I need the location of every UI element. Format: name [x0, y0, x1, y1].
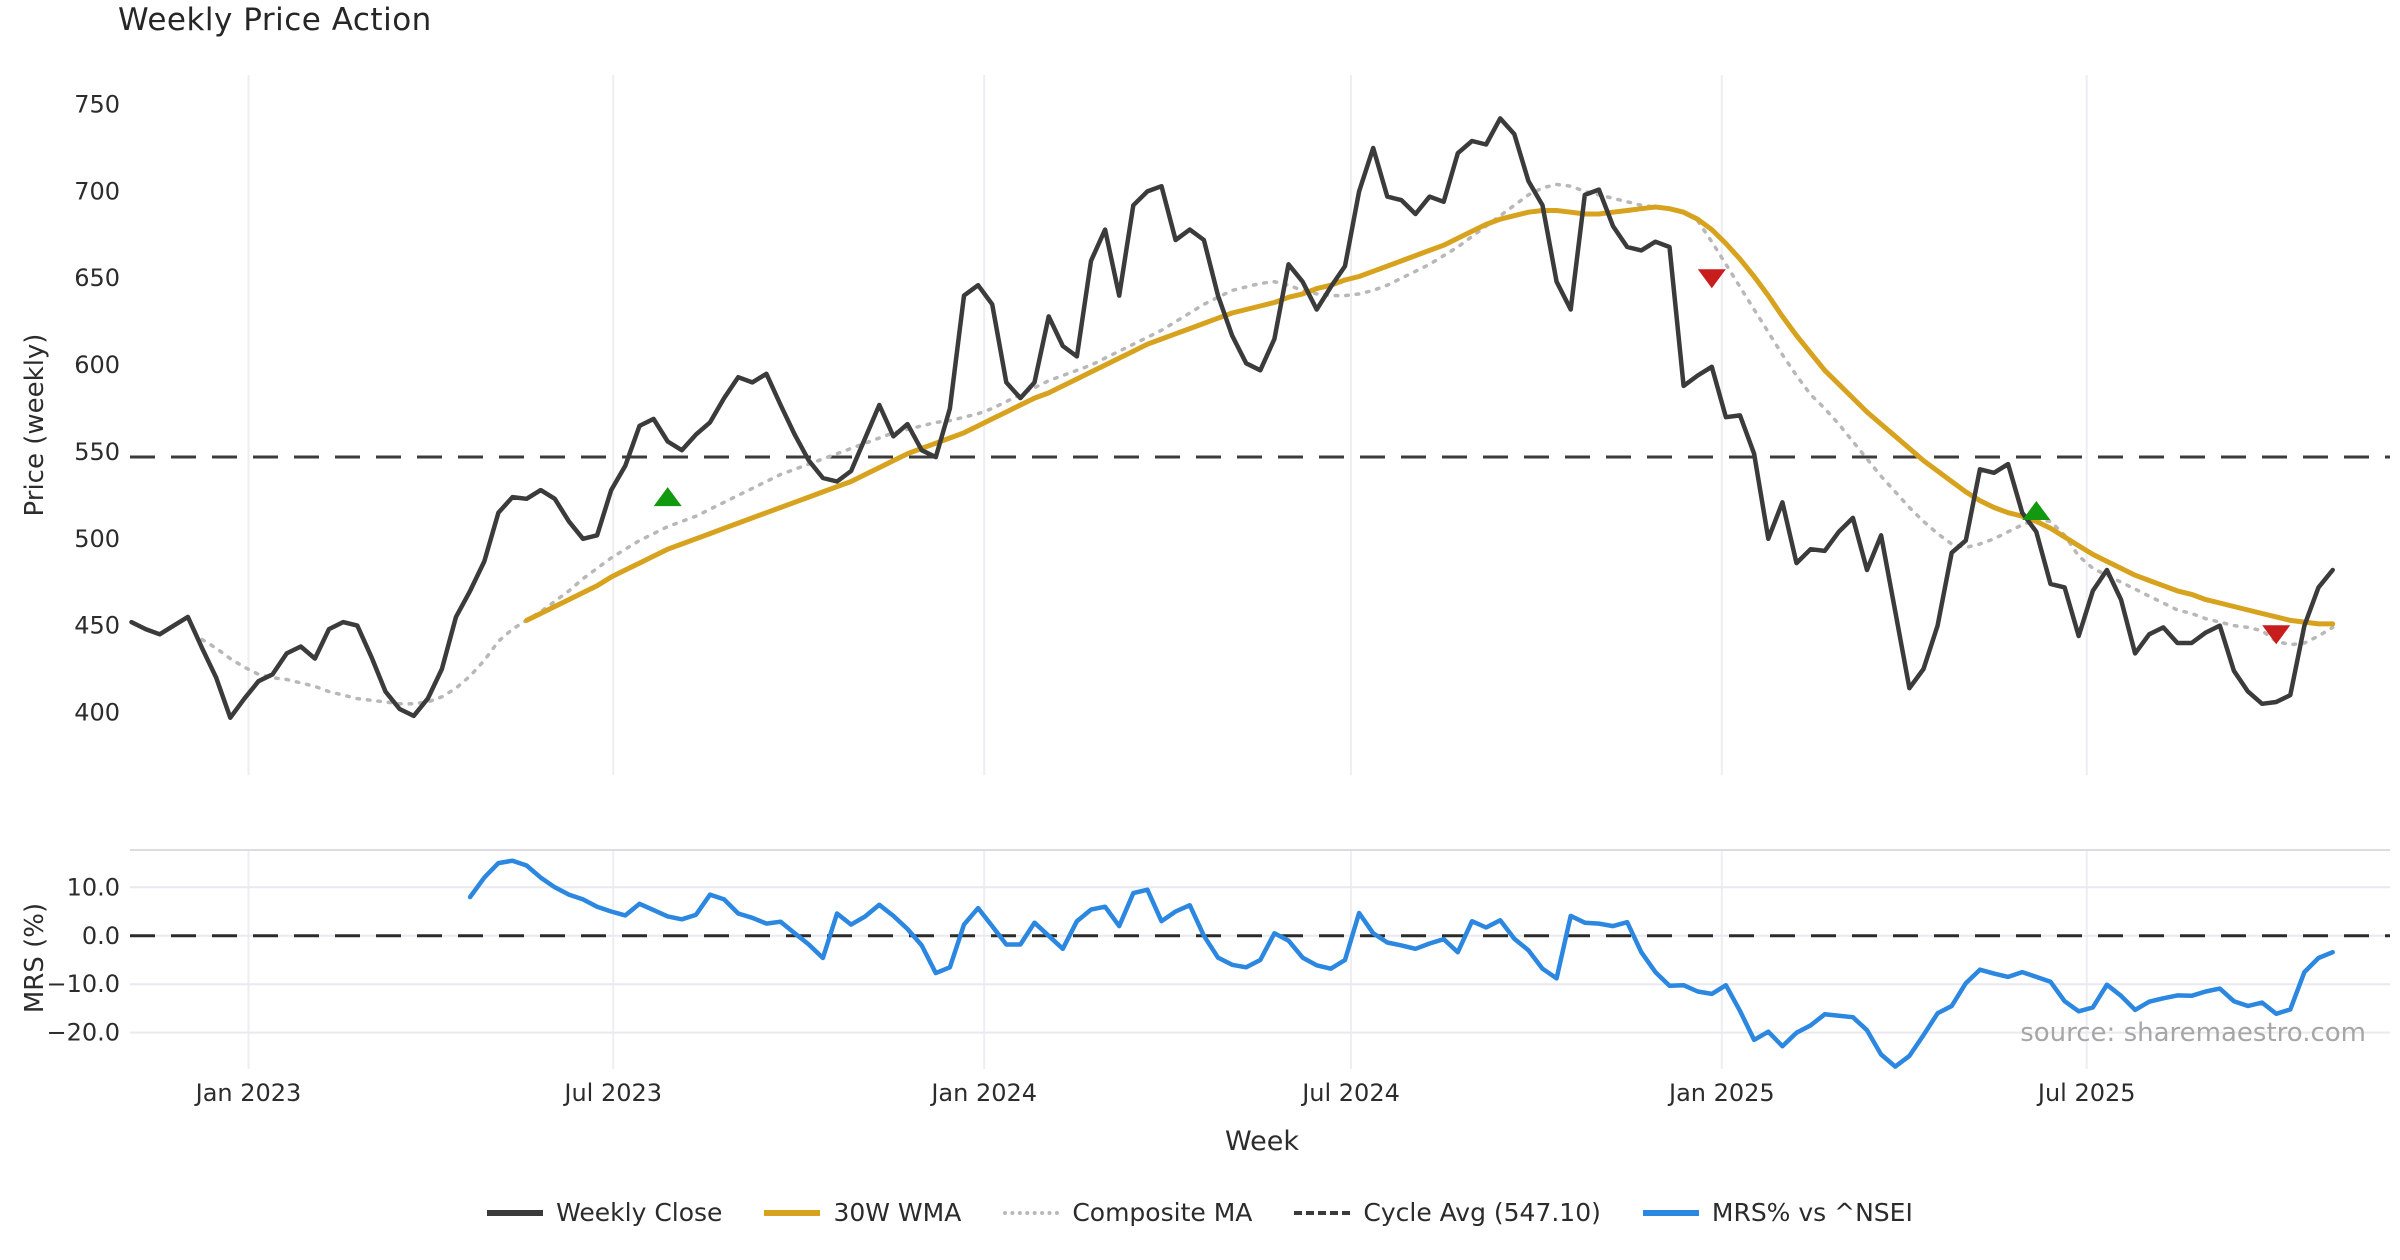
- x-tick-label: Jul 2025: [2036, 1079, 2136, 1107]
- price-tick-label: 700: [74, 177, 120, 205]
- legend-label: MRS% vs ^NSEI: [1711, 1198, 1913, 1227]
- chart-title: Weekly Price Action: [118, 2, 432, 38]
- mrs-swatch-icon: [1642, 1209, 1699, 1216]
- legend-label: Cycle Avg (547.10): [1363, 1198, 1601, 1227]
- legend-item-30w-wma: 30W WMA: [764, 1198, 961, 1227]
- source-note: source: sharemaestro.com: [2020, 1018, 2366, 1048]
- price-tick-label: 400: [74, 698, 120, 726]
- mrs-tick-label: 10.0: [67, 873, 120, 901]
- weekly-close-line: [129, 116, 2335, 720]
- legend-label: Weekly Close: [556, 1198, 723, 1227]
- legend-item-cycle-avg: Cycle Avg (547.10): [1294, 1198, 1601, 1227]
- legend-item-weekly-close: Weekly Close: [487, 1198, 722, 1227]
- composite-ma-line: [200, 182, 2335, 706]
- wma-swatch-icon: [764, 1209, 821, 1216]
- composite-ma-swatch-icon: [1003, 1210, 1060, 1215]
- cycle-avg-swatch-icon: [1294, 1210, 1351, 1215]
- sell-marker-icon: [2262, 625, 2291, 645]
- price-tick-label: 550: [74, 438, 120, 466]
- legend-label: Composite MA: [1072, 1198, 1253, 1227]
- mrs-axis-title: MRS (%): [20, 902, 50, 1014]
- wma-line: [524, 204, 2336, 627]
- legend-item-composite-ma: Composite MA: [1003, 1198, 1252, 1227]
- mrs-tick-label: −10.0: [46, 970, 120, 998]
- legend-label: 30W WMA: [833, 1198, 962, 1227]
- x-tick-label: Jan 2025: [1667, 1079, 1775, 1107]
- legend: Weekly Close 30W WMA Composite MA Cycle …: [0, 1198, 2400, 1227]
- x-tick-label: Jul 2023: [562, 1079, 662, 1107]
- price-tick-label: 650: [74, 264, 120, 292]
- x-axis-title: Week: [1225, 1126, 1299, 1157]
- weekly-close-swatch-icon: [487, 1209, 544, 1216]
- mrs-line: [467, 858, 2335, 1069]
- mrs-tick-label: 0.0: [82, 922, 120, 950]
- price-tick-label: 600: [74, 351, 120, 379]
- price-tick-label: 450: [74, 612, 120, 640]
- x-tick-label: Jan 2024: [929, 1079, 1037, 1107]
- price-axis-title: Price (weekly): [20, 333, 50, 517]
- buy-marker-icon: [653, 487, 682, 507]
- buy-marker-icon: [2022, 500, 2051, 520]
- price-tick-label: 500: [74, 525, 120, 553]
- mrs-tick-label: −20.0: [46, 1019, 120, 1047]
- x-tick-label: Jul 2024: [1300, 1079, 1400, 1107]
- x-tick-label: Jan 2023: [194, 1079, 302, 1107]
- sell-marker-icon: [1697, 269, 1726, 289]
- legend-item-mrs: MRS% vs ^NSEI: [1642, 1198, 1913, 1227]
- price-tick-label: 750: [74, 91, 120, 119]
